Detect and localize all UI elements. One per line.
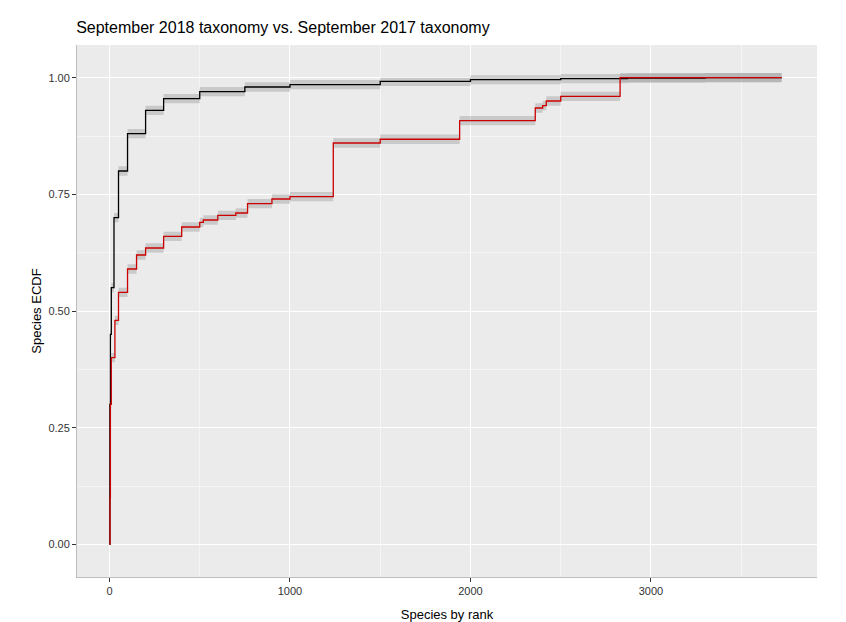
svg-text:September 2018 taxonomy vs. Se: September 2018 taxonomy vs. September 20…: [76, 19, 490, 36]
svg-text:3000: 3000: [639, 585, 663, 597]
svg-text:Species by rank: Species by rank: [401, 607, 494, 622]
svg-text:0.50: 0.50: [48, 305, 69, 317]
svg-text:1000: 1000: [278, 585, 302, 597]
svg-text:0.00: 0.00: [48, 538, 69, 550]
svg-text:0.75: 0.75: [48, 188, 69, 200]
svg-text:2000: 2000: [458, 585, 482, 597]
svg-text:0.25: 0.25: [48, 422, 69, 434]
svg-text:Species ECDF: Species ECDF: [29, 268, 44, 353]
svg-text:0: 0: [106, 585, 112, 597]
svg-text:1.00: 1.00: [48, 72, 69, 84]
